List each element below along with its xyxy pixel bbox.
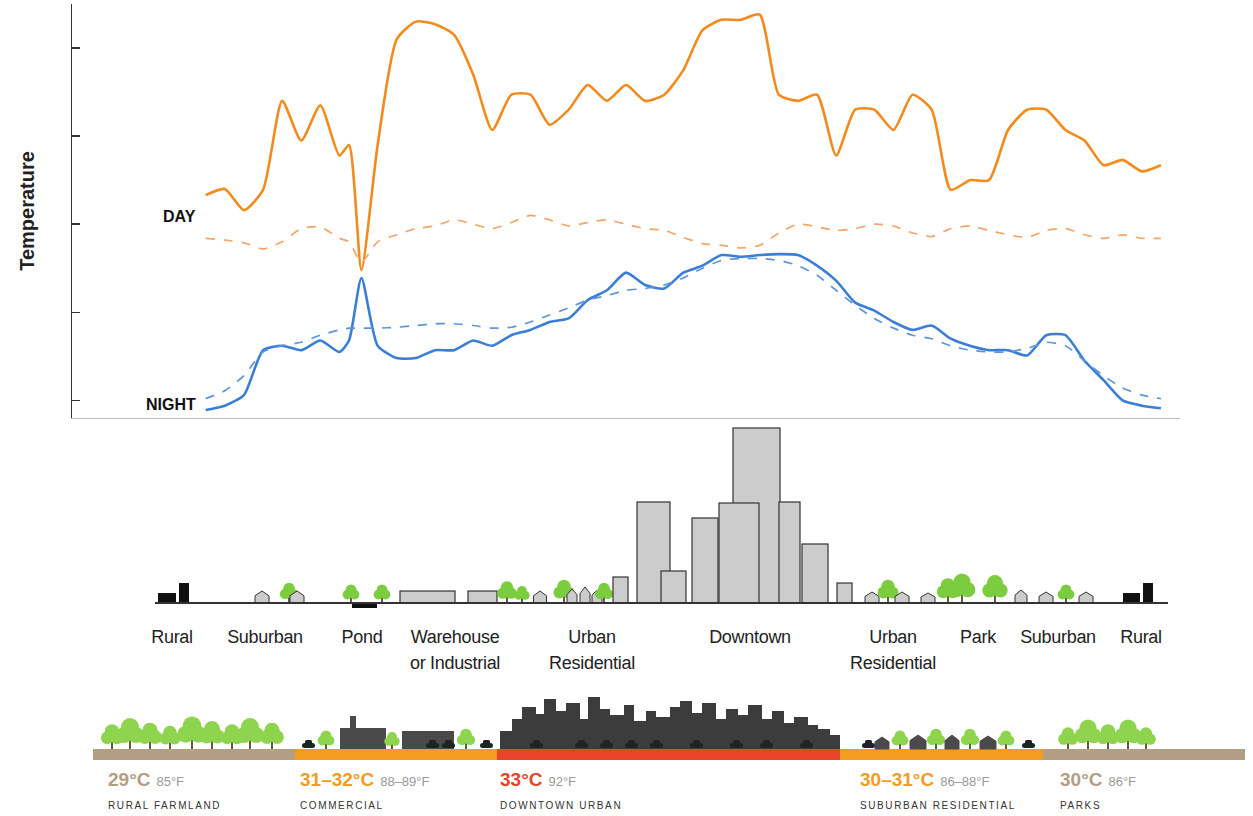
svg-text:or Industrial: or Industrial	[410, 653, 500, 673]
svg-text:Urban: Urban	[869, 627, 917, 647]
svg-text:31–32°C88–89°F: 31–32°C88–89°F	[300, 769, 430, 790]
svg-text:PARKS: PARKS	[1060, 800, 1101, 811]
svg-text:SUBURBAN RESIDENTIAL: SUBURBAN RESIDENTIAL	[860, 800, 1016, 811]
svg-text:RURAL FARMLAND: RURAL FARMLAND	[108, 800, 221, 811]
svg-text:Pond: Pond	[342, 627, 383, 647]
svg-text:NIGHT: NIGHT	[146, 396, 196, 413]
svg-text:DAY: DAY	[163, 208, 196, 225]
svg-text:Residential: Residential	[549, 653, 635, 673]
svg-text:COMMERCIAL: COMMERCIAL	[300, 800, 384, 811]
svg-text:Park: Park	[960, 627, 997, 647]
svg-text:DOWNTOWN URBAN: DOWNTOWN URBAN	[500, 800, 622, 811]
svg-text:Rural: Rural	[151, 627, 193, 647]
svg-text:Urban: Urban	[568, 627, 616, 647]
svg-text:Temperature: Temperature	[16, 151, 38, 271]
svg-text:Residential: Residential	[850, 653, 936, 673]
svg-text:Rural: Rural	[1120, 627, 1162, 647]
svg-text:33°C92°F: 33°C92°F	[500, 769, 576, 790]
svg-text:Downtown: Downtown	[709, 627, 791, 647]
svg-text:Suburban: Suburban	[1020, 627, 1096, 647]
svg-text:30°C86°F: 30°C86°F	[1060, 769, 1136, 790]
svg-text:30–31°C86–88°F: 30–31°C86–88°F	[860, 769, 990, 790]
svg-text:Suburban: Suburban	[227, 627, 303, 647]
svg-text:29°C85°F: 29°C85°F	[108, 769, 184, 790]
svg-text:Warehouse: Warehouse	[411, 627, 500, 647]
